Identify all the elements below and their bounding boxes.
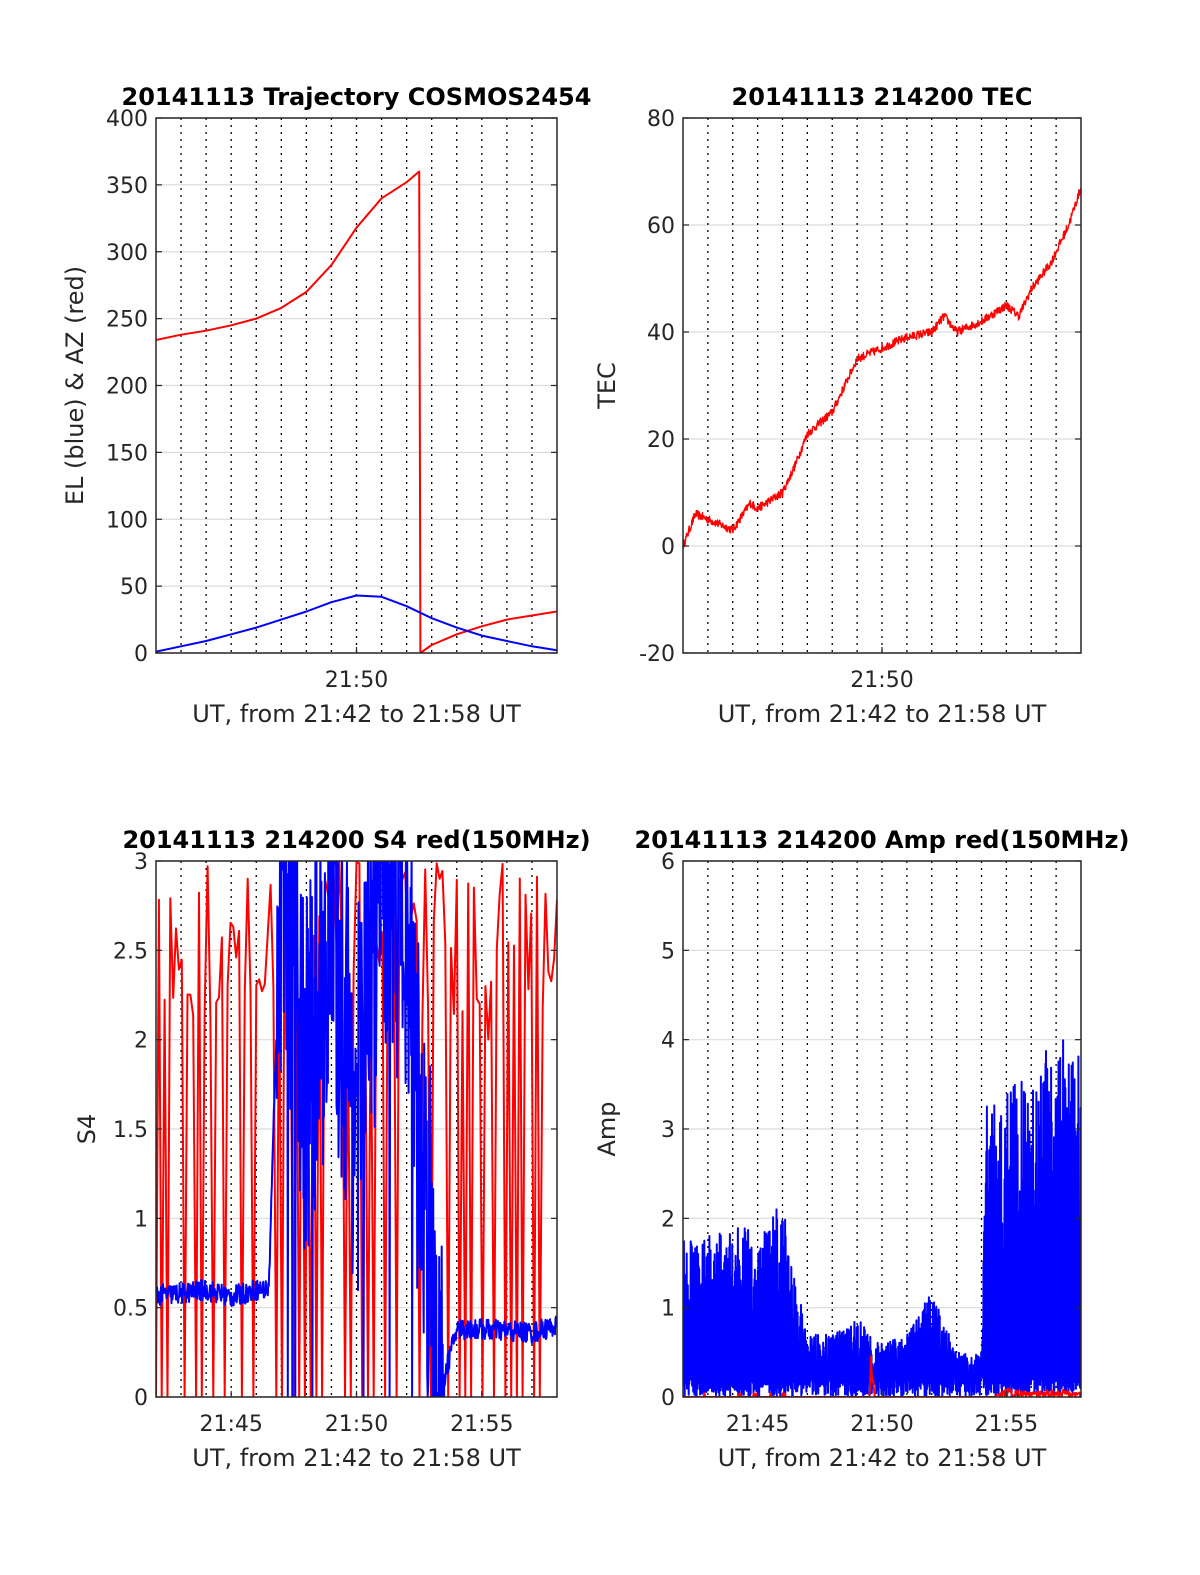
- panel-trajectory: 0 50 100 150 200 250 300 350 400 21:50 20141113 Tr…: [61, 83, 591, 728]
- y-tick-label: 50: [120, 575, 148, 600]
- series-line-red: [156, 170, 557, 653]
- y-tick-label: 1: [134, 1207, 148, 1232]
- y-tick-label: 3: [134, 850, 148, 875]
- y-axis-label: TEC: [593, 362, 621, 410]
- series-line-blue: [156, 594, 557, 653]
- y-tick-label: 400: [106, 107, 148, 132]
- y-tick-label: 40: [647, 321, 675, 346]
- x-tick-label: 21:50: [325, 668, 388, 693]
- x-tick-label: 21:50: [850, 668, 913, 693]
- y-tick-label: 6: [661, 850, 675, 875]
- y-tick-label: 0: [134, 1386, 148, 1411]
- y-tick-label: 350: [106, 174, 148, 199]
- y-tick-label: 1: [661, 1297, 675, 1322]
- series-line-red: [683, 1355, 1081, 1397]
- chart-title: 20141113 214200 TEC: [732, 83, 1033, 111]
- y-tick-label: 3: [661, 1118, 675, 1143]
- x-axis-label: UT, from 21:42 to 21:58 UT: [718, 700, 1047, 728]
- panel-tec: -20 0 20 40 60 80 21:50 20141113 214200 TEC UT, …: [593, 83, 1082, 728]
- y-tick-label: 250: [106, 308, 148, 333]
- y-tick-label: 0: [134, 642, 148, 667]
- y-tick-label: 80: [647, 107, 675, 132]
- y-tick-label: 0: [661, 535, 675, 560]
- y-tick-label: 100: [106, 508, 148, 533]
- y-tick-label: 2: [661, 1207, 675, 1232]
- chart-title: 20141113 Trajectory COSMOS2454: [122, 83, 592, 111]
- y-tick-label: 5: [661, 939, 675, 964]
- y-tick-label: -20: [639, 642, 675, 667]
- chart-title: 20141113 214200 S4 red(150MHz): [122, 826, 590, 854]
- series-line-red: [683, 188, 1081, 550]
- x-tick-label: 21:55: [450, 1412, 513, 1437]
- y-tick-label: 0: [661, 1386, 675, 1411]
- x-axis-label: UT, from 21:42 to 21:58 UT: [718, 1444, 1047, 1472]
- y-tick-label: 2: [134, 1029, 148, 1054]
- y-axis-label: Amp: [593, 1101, 621, 1156]
- y-tick-label: 300: [106, 241, 148, 266]
- y-axis-label: EL (blue) & AZ (red): [61, 266, 89, 505]
- x-axis-label: UT, from 21:42 to 21:58 UT: [192, 700, 521, 728]
- x-axis-label: UT, from 21:42 to 21:58 UT: [192, 1444, 521, 1472]
- y-tick-label: 20: [647, 428, 675, 453]
- y-tick-label: 60: [647, 214, 675, 239]
- panel-s4: 0 0.5 1 1.5 2 2.5 3 21:45 21:50 21:55 20141113 214…: [73, 826, 591, 1472]
- y-tick-label: 1.5: [113, 1118, 148, 1143]
- series-line-red: [156, 861, 557, 1397]
- y-tick-label: 4: [661, 1029, 675, 1054]
- x-tick-label: 21:45: [726, 1412, 789, 1437]
- y-axis-label: S4: [73, 1114, 101, 1145]
- series-line-blue: [683, 1039, 1081, 1397]
- x-tick-label: 21:55: [975, 1412, 1038, 1437]
- y-tick-label: 2.5: [113, 939, 148, 964]
- y-tick-label: 0.5: [113, 1297, 148, 1322]
- series-line-blue: [156, 861, 557, 1397]
- x-tick-label: 21:50: [850, 1412, 913, 1437]
- panel-amp: 0 1 2 3 4 5 6 21:45 21:50 21:55 20141113 214200 Am…: [593, 826, 1129, 1472]
- y-tick-label: 150: [106, 441, 148, 466]
- x-tick-label: 21:45: [199, 1412, 262, 1437]
- y-tick-label: 200: [106, 375, 148, 400]
- x-tick-label: 21:50: [325, 1412, 388, 1437]
- chart-title: 20141113 214200 Amp red(150MHz): [635, 826, 1130, 854]
